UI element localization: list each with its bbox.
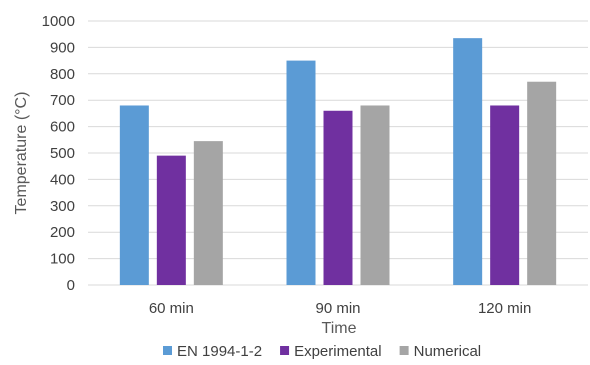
bars [119, 38, 557, 285]
y-tick-label: 600 [50, 119, 75, 136]
y-tick-label: 200 [50, 224, 75, 241]
bar [193, 141, 223, 285]
y-tick-label: 1000 [42, 13, 75, 30]
y-axis-ticks: 0 100 200 300 400 500 600 700 800 900 1000 [42, 13, 75, 294]
y-tick-label: 900 [50, 39, 75, 56]
bar [527, 81, 557, 285]
legend-label: Numerical [414, 343, 482, 360]
legend-swatch [280, 346, 290, 355]
legend-label: EN 1994-1-2 [177, 343, 262, 360]
y-axis-title: Temperature (°C) [13, 92, 30, 215]
y-tick-label: 700 [50, 92, 75, 109]
legend-item: EN 1994-1-2 [163, 343, 262, 360]
bar [360, 105, 390, 285]
legend-swatch [399, 346, 409, 355]
y-tick-label: 500 [50, 145, 75, 162]
y-tick-label: 300 [50, 198, 75, 215]
x-tick-label: 120 min [478, 300, 531, 317]
y-tick-label: 800 [50, 66, 75, 83]
legend-item: Numerical [399, 343, 482, 360]
bar [119, 105, 149, 285]
x-axis-ticks: 60 min 90 min 120 min [149, 300, 532, 317]
bar [453, 38, 483, 285]
x-tick-label: 60 min [149, 300, 194, 317]
legend: EN 1994-1-2 Experimental Numerical [163, 343, 481, 360]
bar [286, 60, 316, 285]
legend-item: Experimental [280, 343, 382, 360]
y-tick-label: 100 [50, 251, 75, 268]
x-tick-label: 90 min [315, 300, 360, 317]
y-tick-label: 0 [67, 277, 75, 294]
bar [156, 155, 186, 285]
legend-swatch [163, 346, 172, 355]
bar [490, 105, 520, 285]
y-tick-label: 400 [50, 171, 75, 188]
x-axis-title: Time [322, 320, 357, 337]
bar [323, 110, 353, 285]
legend-label: Experimental [294, 343, 382, 360]
